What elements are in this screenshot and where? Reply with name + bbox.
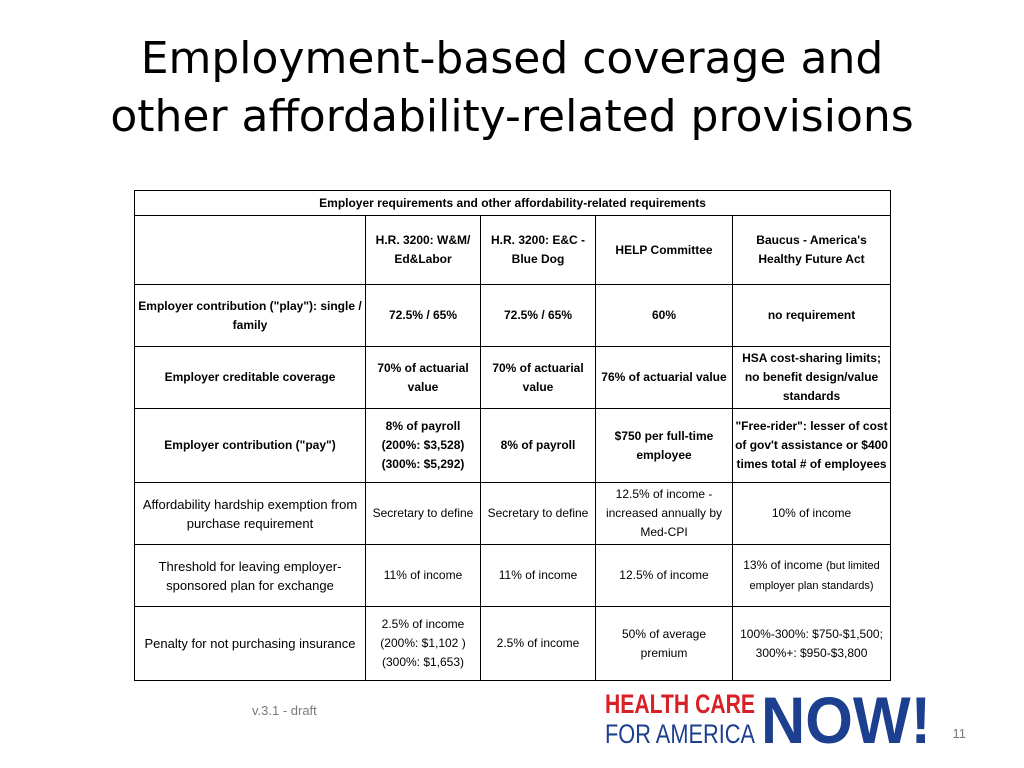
slide-title-line-1: Employment-based coverage and [140,33,884,84]
row-label-play: Employer contribution ("play"): single /… [134,284,366,347]
logo-now-word: NOW! [761,688,931,746]
logo-line-2: FOR AMERICA [605,719,755,746]
table-cell: 12.5% of income [595,544,733,607]
table-cell: no requirement [731,284,892,347]
table-cell: $750 per full-time employee [595,408,733,483]
table-cell: 2.5% of income [480,606,596,681]
header-hr3200-ec: H.R. 3200: E&C - Blue Dog [480,215,596,285]
table-cell: 76% of actuarial value [595,346,733,409]
row-label-threshold: Threshold for leaving employer-sponsored… [134,544,366,607]
version-label: v.3.1 - draft [252,703,317,718]
table-cell-baucus-threshold: 13% of income (but limited employer plan… [731,544,892,607]
table-cell: 12.5% of income - increased annually by … [595,482,733,545]
table-cell: HSA cost-sharing limits; no benefit desi… [731,346,892,409]
table-cell: 8% of payroll (200%: $3,528) (300%: $5,2… [365,408,481,483]
table-row: Employer creditable coverage 70% of actu… [134,346,892,409]
row-label-hardship: Affordability hardship exemption from pu… [134,482,366,545]
table-row: Employer contribution ("play"): single /… [134,284,892,347]
table-cell: 70% of actuarial value [480,346,596,409]
header-hr3200-wm: H.R. 3200: W&M/ Ed&Labor [365,215,481,285]
table-cell: 70% of actuarial value [365,346,481,409]
table-cell: Secretary to define [480,482,596,545]
page-number: 11 [952,726,967,741]
provisions-table: Employer requirements and other affordab… [133,190,892,681]
logo-line-1: HEALTH CARE [605,689,755,719]
header-baucus: Baucus - America's Healthy Future Act [731,215,892,285]
table-cell: 50% of average premium [595,606,733,681]
threshold-note: (but limited employer plan standards) [749,559,880,592]
table-row: Affordability hardship exemption from pu… [134,482,892,545]
threshold-value: 13% of income [743,557,823,572]
row-label-pay: Employer contribution ("pay") [134,408,366,483]
table-cell: 100%-300%: $750-$1,500; 300%+: $950-$3,8… [731,606,892,681]
table-row: Employer contribution ("pay") 8% of payr… [134,408,892,483]
header-cell-empty [134,215,366,285]
table-cell: 2.5% of income (200%: $1,102 ) (300%: $1… [365,606,481,681]
table-caption: Employer requirements and other affordab… [133,190,892,216]
table-row: Threshold for leaving employer-sponsored… [134,544,892,607]
table-cell: 8% of payroll [480,408,596,483]
table-caption-row: Employer requirements and other affordab… [133,190,892,216]
table-cell: 72.5% / 65% [480,284,596,347]
header-help-committee: HELP Committee [595,215,733,285]
slide-title: Employment-based coverage and other affo… [40,30,984,146]
table-cell: 10% of income [731,482,892,545]
row-label-creditable: Employer creditable coverage [134,346,366,409]
table-cell: 72.5% / 65% [365,284,481,347]
table-header-row: H.R. 3200: W&M/ Ed&Labor H.R. 3200: E&C … [134,215,892,285]
table-row: Penalty for not purchasing insurance 2.5… [134,606,892,681]
row-label-penalty: Penalty for not purchasing insurance [134,606,366,681]
table-cell: 11% of income [480,544,596,607]
table-cell: 60% [595,284,733,347]
table-cell: Secretary to define [365,482,481,545]
table-cell: 11% of income [365,544,481,607]
slide-title-line-2: other affordability-related provisions [110,91,914,142]
table-cell: "Free-rider": lesser of cost of gov't as… [731,408,892,483]
health-care-for-america-now-logo: HEALTH CARE FOR AMERICA NOW! [605,688,931,746]
